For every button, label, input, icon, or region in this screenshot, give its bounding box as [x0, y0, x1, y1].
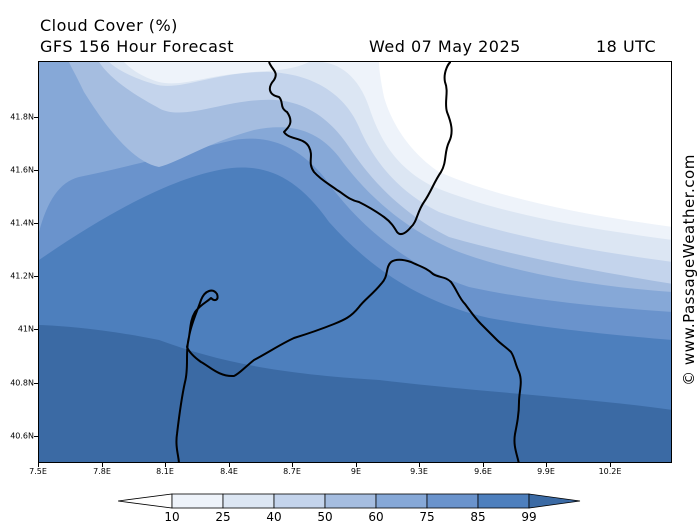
lon-tick: [610, 463, 611, 467]
lat-tick: [34, 170, 38, 171]
colorbar-label-75: 75: [419, 510, 435, 524]
lon-label-8-7e: 8.7E: [283, 467, 301, 476]
lat-label-40-8n: 40.8N: [10, 378, 34, 388]
lon-label-7-5e: 7.5E: [29, 467, 47, 476]
colorbar-swatch: [426, 493, 479, 509]
lat-tick: [34, 276, 38, 277]
colorbar-swatch: [222, 493, 275, 509]
colorbar-swatch: [375, 493, 428, 509]
colorbar-swatch: [528, 493, 581, 509]
corsica-coastline: [268, 62, 453, 236]
forecast-date: Wed 07 May 2025: [369, 37, 521, 56]
lat-tick: [34, 329, 38, 330]
forecast-time: 18 UTC: [596, 37, 657, 56]
lat-label-40-6n: 40.6N: [10, 431, 34, 441]
lon-label-7-8e: 7.8E: [93, 467, 111, 476]
colorbar-label-85: 85: [470, 510, 486, 524]
colorbar-label-60: 60: [368, 510, 384, 524]
lon-tick: [419, 463, 420, 467]
sardinia-coastline: [175, 258, 522, 462]
colorbar-label-40: 40: [266, 510, 282, 524]
lon-tick: [546, 463, 547, 467]
lat-label-41-6n: 41.6N: [10, 165, 34, 175]
colorbar-label-10: 10: [164, 510, 180, 524]
colorbar-swatch: [273, 493, 326, 509]
lon-label-10-2e: 10.2E: [598, 467, 622, 476]
lat-label-41n: 41N: [17, 324, 34, 334]
lon-label-8-4e: 8.4E: [220, 467, 238, 476]
lon-tick: [165, 463, 166, 467]
map-title: Cloud Cover (%): [40, 16, 178, 35]
lon-tick: [356, 463, 357, 467]
lat-tick: [34, 223, 38, 224]
colorbar-swatch: [324, 493, 377, 509]
lat-label-41-4n: 41.4N: [10, 218, 34, 228]
copyright-text: © www.PassageWeather.com: [680, 154, 698, 386]
lon-label-8-1e: 8.1E: [156, 467, 174, 476]
lon-label-9e: 9E: [350, 467, 362, 476]
lon-label-9-6e: 9.6E: [474, 467, 492, 476]
cloud-band-clear: [379, 62, 671, 227]
lon-label-9-3e: 9.3E: [410, 467, 428, 476]
lon-tick: [229, 463, 230, 467]
cloud-cover-map: [38, 61, 672, 463]
lon-label-9-9e: 9.9E: [537, 467, 555, 476]
colorbar: [118, 493, 581, 509]
lat-label-41-8n: 41.8N: [10, 112, 34, 122]
colorbar-label-50: 50: [317, 510, 333, 524]
colorbar-label-25: 25: [215, 510, 231, 524]
lon-tick: [102, 463, 103, 467]
lon-tick: [483, 463, 484, 467]
colorbar-swatch: [477, 493, 530, 509]
colorbar-label-99: 99: [521, 510, 537, 524]
lon-tick: [38, 463, 39, 467]
lat-tick: [34, 383, 38, 384]
colorbar-swatch: [171, 493, 224, 509]
lat-tick: [34, 117, 38, 118]
forecast-model: GFS 156 Hour Forecast: [40, 37, 235, 56]
lon-tick: [292, 463, 293, 467]
lat-label-41-2n: 41.2N: [10, 271, 34, 281]
lat-tick: [34, 436, 38, 437]
colorbar-swatch: [118, 493, 173, 509]
map-canvas: [39, 62, 671, 462]
